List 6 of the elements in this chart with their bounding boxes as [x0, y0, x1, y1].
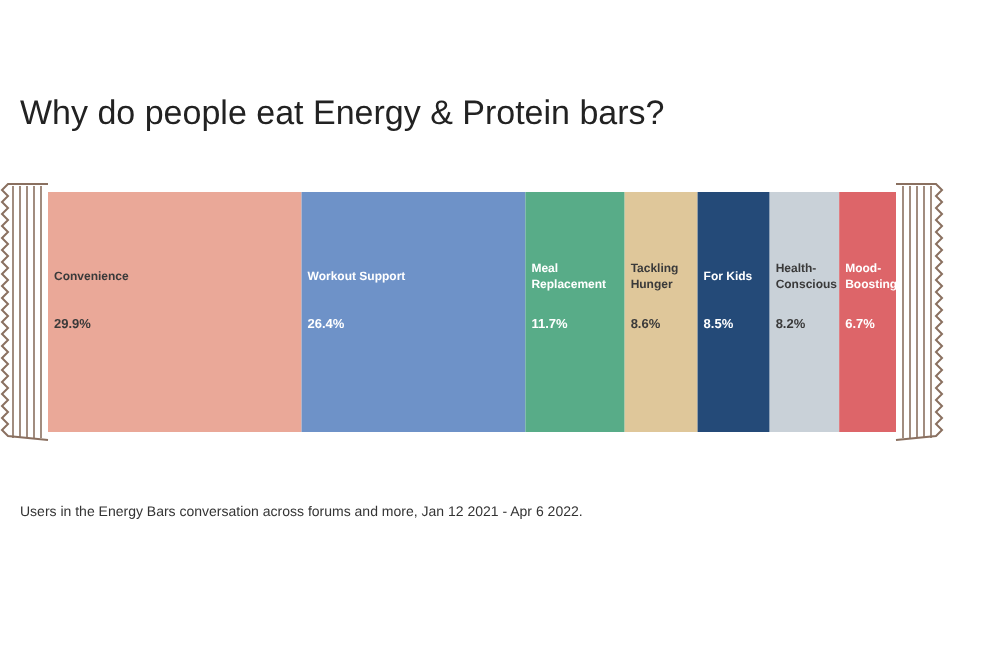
bar	[301, 192, 526, 432]
chart-title: Why do people eat Energy & Protein bars?	[20, 94, 665, 132]
bar	[624, 192, 698, 432]
bar	[525, 192, 625, 432]
bar	[769, 192, 840, 432]
bar	[697, 192, 770, 432]
